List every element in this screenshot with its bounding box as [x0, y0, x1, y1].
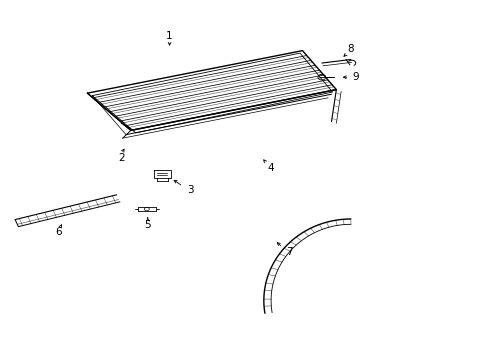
Text: 6: 6 — [55, 228, 61, 238]
Text: 4: 4 — [267, 163, 274, 172]
Text: 3: 3 — [186, 185, 193, 194]
Text: 5: 5 — [144, 220, 151, 230]
Text: 9: 9 — [352, 72, 358, 82]
Text: 1: 1 — [166, 31, 173, 41]
Text: 2: 2 — [118, 153, 124, 163]
Text: 8: 8 — [347, 44, 353, 54]
Text: 7: 7 — [285, 247, 292, 257]
